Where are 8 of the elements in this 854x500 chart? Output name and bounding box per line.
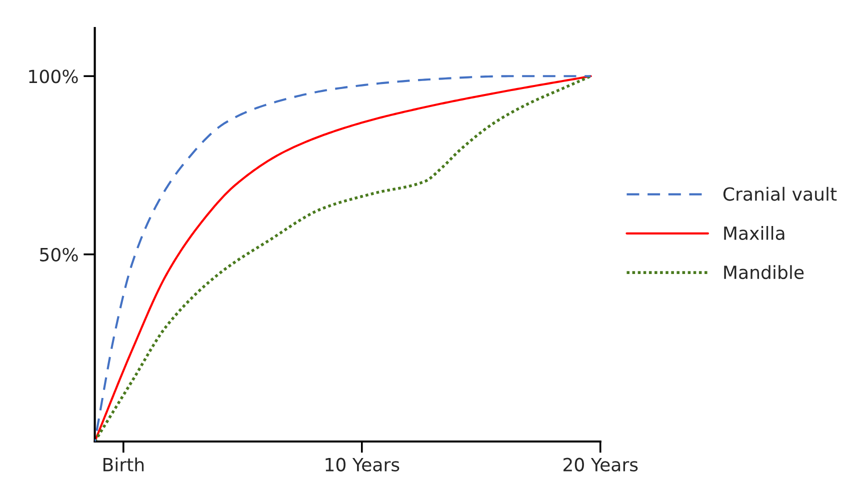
y-tick-label: 50% [40,248,78,262]
legend-label: Cranial vault [723,186,837,201]
x-tick-label: 20 Years [564,458,638,472]
legend-label: Mandible [724,265,804,280]
legend-label: Maxilla [724,226,784,240]
x-tick-label: 10 Years [326,458,400,472]
y-tick-label: 100% [29,70,78,84]
x-tick-label: Birth [104,457,144,472]
